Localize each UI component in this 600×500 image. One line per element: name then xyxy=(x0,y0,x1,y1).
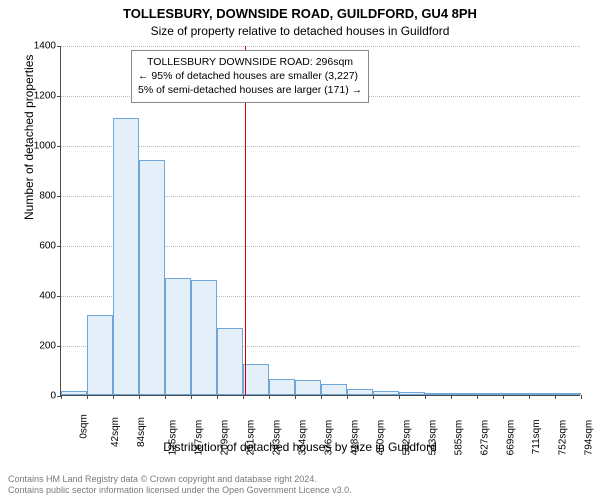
xtick-label: 794sqm xyxy=(584,420,595,456)
xtick-label: 418sqm xyxy=(350,420,361,456)
annotation-box: TOLLESBURY DOWNSIDE ROAD: 296sqm ← 95% o… xyxy=(131,50,369,103)
xtick-mark xyxy=(61,395,62,399)
ytick-label: 600 xyxy=(24,241,56,252)
ytick-mark xyxy=(57,246,61,247)
gridline xyxy=(61,46,580,47)
histogram-bar xyxy=(87,315,113,395)
xtick-label: 209sqm xyxy=(220,420,231,456)
xtick-label: 0sqm xyxy=(78,414,89,438)
ytick-label: 1400 xyxy=(24,41,56,52)
xtick-label: 167sqm xyxy=(194,420,205,456)
histogram-bar xyxy=(269,379,295,395)
xtick-label: 293sqm xyxy=(272,420,283,456)
annotation-line1: TOLLESBURY DOWNSIDE ROAD: 296sqm xyxy=(138,55,362,69)
xtick-mark xyxy=(399,395,400,399)
footer-line2: Contains public sector information licen… xyxy=(8,485,352,496)
xtick-mark xyxy=(529,395,530,399)
xtick-mark xyxy=(373,395,374,399)
ytick-mark xyxy=(57,296,61,297)
xtick-label: 125sqm xyxy=(168,420,179,456)
ytick-label: 0 xyxy=(24,391,56,402)
title-sub: Size of property relative to detached ho… xyxy=(0,24,600,38)
ytick-label: 800 xyxy=(24,191,56,202)
histogram-bar xyxy=(139,160,165,395)
histogram-bar xyxy=(555,393,581,395)
plot-area: TOLLESBURY DOWNSIDE ROAD: 296sqm ← 95% o… xyxy=(60,46,580,396)
chart-container: TOLLESBURY, DOWNSIDE ROAD, GUILDFORD, GU… xyxy=(0,0,600,500)
xtick-mark xyxy=(217,395,218,399)
xtick-mark xyxy=(347,395,348,399)
footer-line1: Contains HM Land Registry data © Crown c… xyxy=(8,474,352,485)
xtick-mark xyxy=(191,395,192,399)
histogram-bar xyxy=(165,278,191,396)
xtick-label: 752sqm xyxy=(558,420,569,456)
xtick-mark xyxy=(243,395,244,399)
histogram-bar xyxy=(373,391,399,395)
histogram-bar xyxy=(425,393,451,395)
xtick-mark xyxy=(451,395,452,399)
histogram-bar xyxy=(477,393,503,395)
xtick-mark xyxy=(113,395,114,399)
xtick-label: 334sqm xyxy=(298,420,309,456)
xtick-mark xyxy=(581,395,582,399)
xtick-mark xyxy=(555,395,556,399)
ytick-mark xyxy=(57,346,61,347)
xtick-label: 42sqm xyxy=(110,417,121,447)
histogram-bar xyxy=(113,118,139,396)
histogram-bar xyxy=(295,380,321,395)
xtick-mark xyxy=(87,395,88,399)
ytick-label: 1000 xyxy=(24,141,56,152)
histogram-bar xyxy=(529,393,555,395)
xtick-label: 460sqm xyxy=(376,420,387,456)
annotation-line2: ← 95% of detached houses are smaller (3,… xyxy=(138,69,362,83)
xtick-label: 376sqm xyxy=(324,420,335,456)
xtick-mark xyxy=(295,395,296,399)
xtick-label: 502sqm xyxy=(402,420,413,456)
xtick-label: 84sqm xyxy=(136,417,147,447)
annotation-line3: 5% of semi-detached houses are larger (1… xyxy=(138,83,362,97)
histogram-bar xyxy=(399,392,425,395)
xtick-mark xyxy=(425,395,426,399)
xtick-label: 627sqm xyxy=(480,420,491,456)
xtick-mark xyxy=(477,395,478,399)
histogram-bar xyxy=(451,393,477,395)
xtick-mark xyxy=(139,395,140,399)
ytick-mark xyxy=(57,196,61,197)
xtick-label: 251sqm xyxy=(246,420,257,456)
xtick-mark xyxy=(269,395,270,399)
xtick-label: 543sqm xyxy=(428,420,439,456)
histogram-bar xyxy=(321,384,347,395)
xtick-mark xyxy=(165,395,166,399)
histogram-bar xyxy=(503,393,529,395)
footer: Contains HM Land Registry data © Crown c… xyxy=(8,474,352,497)
xtick-mark xyxy=(321,395,322,399)
ytick-mark xyxy=(57,146,61,147)
xtick-label: 585sqm xyxy=(454,420,465,456)
title-main: TOLLESBURY, DOWNSIDE ROAD, GUILDFORD, GU… xyxy=(0,6,600,21)
ytick-mark xyxy=(57,46,61,47)
histogram-bar xyxy=(217,328,243,396)
histogram-bar xyxy=(347,389,373,395)
xtick-mark xyxy=(503,395,504,399)
xtick-label: 711sqm xyxy=(531,419,542,454)
histogram-bar xyxy=(243,364,269,395)
histogram-bar xyxy=(191,280,217,395)
ytick-mark xyxy=(57,96,61,97)
xtick-label: 669sqm xyxy=(506,420,517,456)
ytick-label: 200 xyxy=(24,341,56,352)
ytick-label: 1200 xyxy=(24,91,56,102)
ytick-label: 400 xyxy=(24,291,56,302)
histogram-bar xyxy=(61,391,87,395)
